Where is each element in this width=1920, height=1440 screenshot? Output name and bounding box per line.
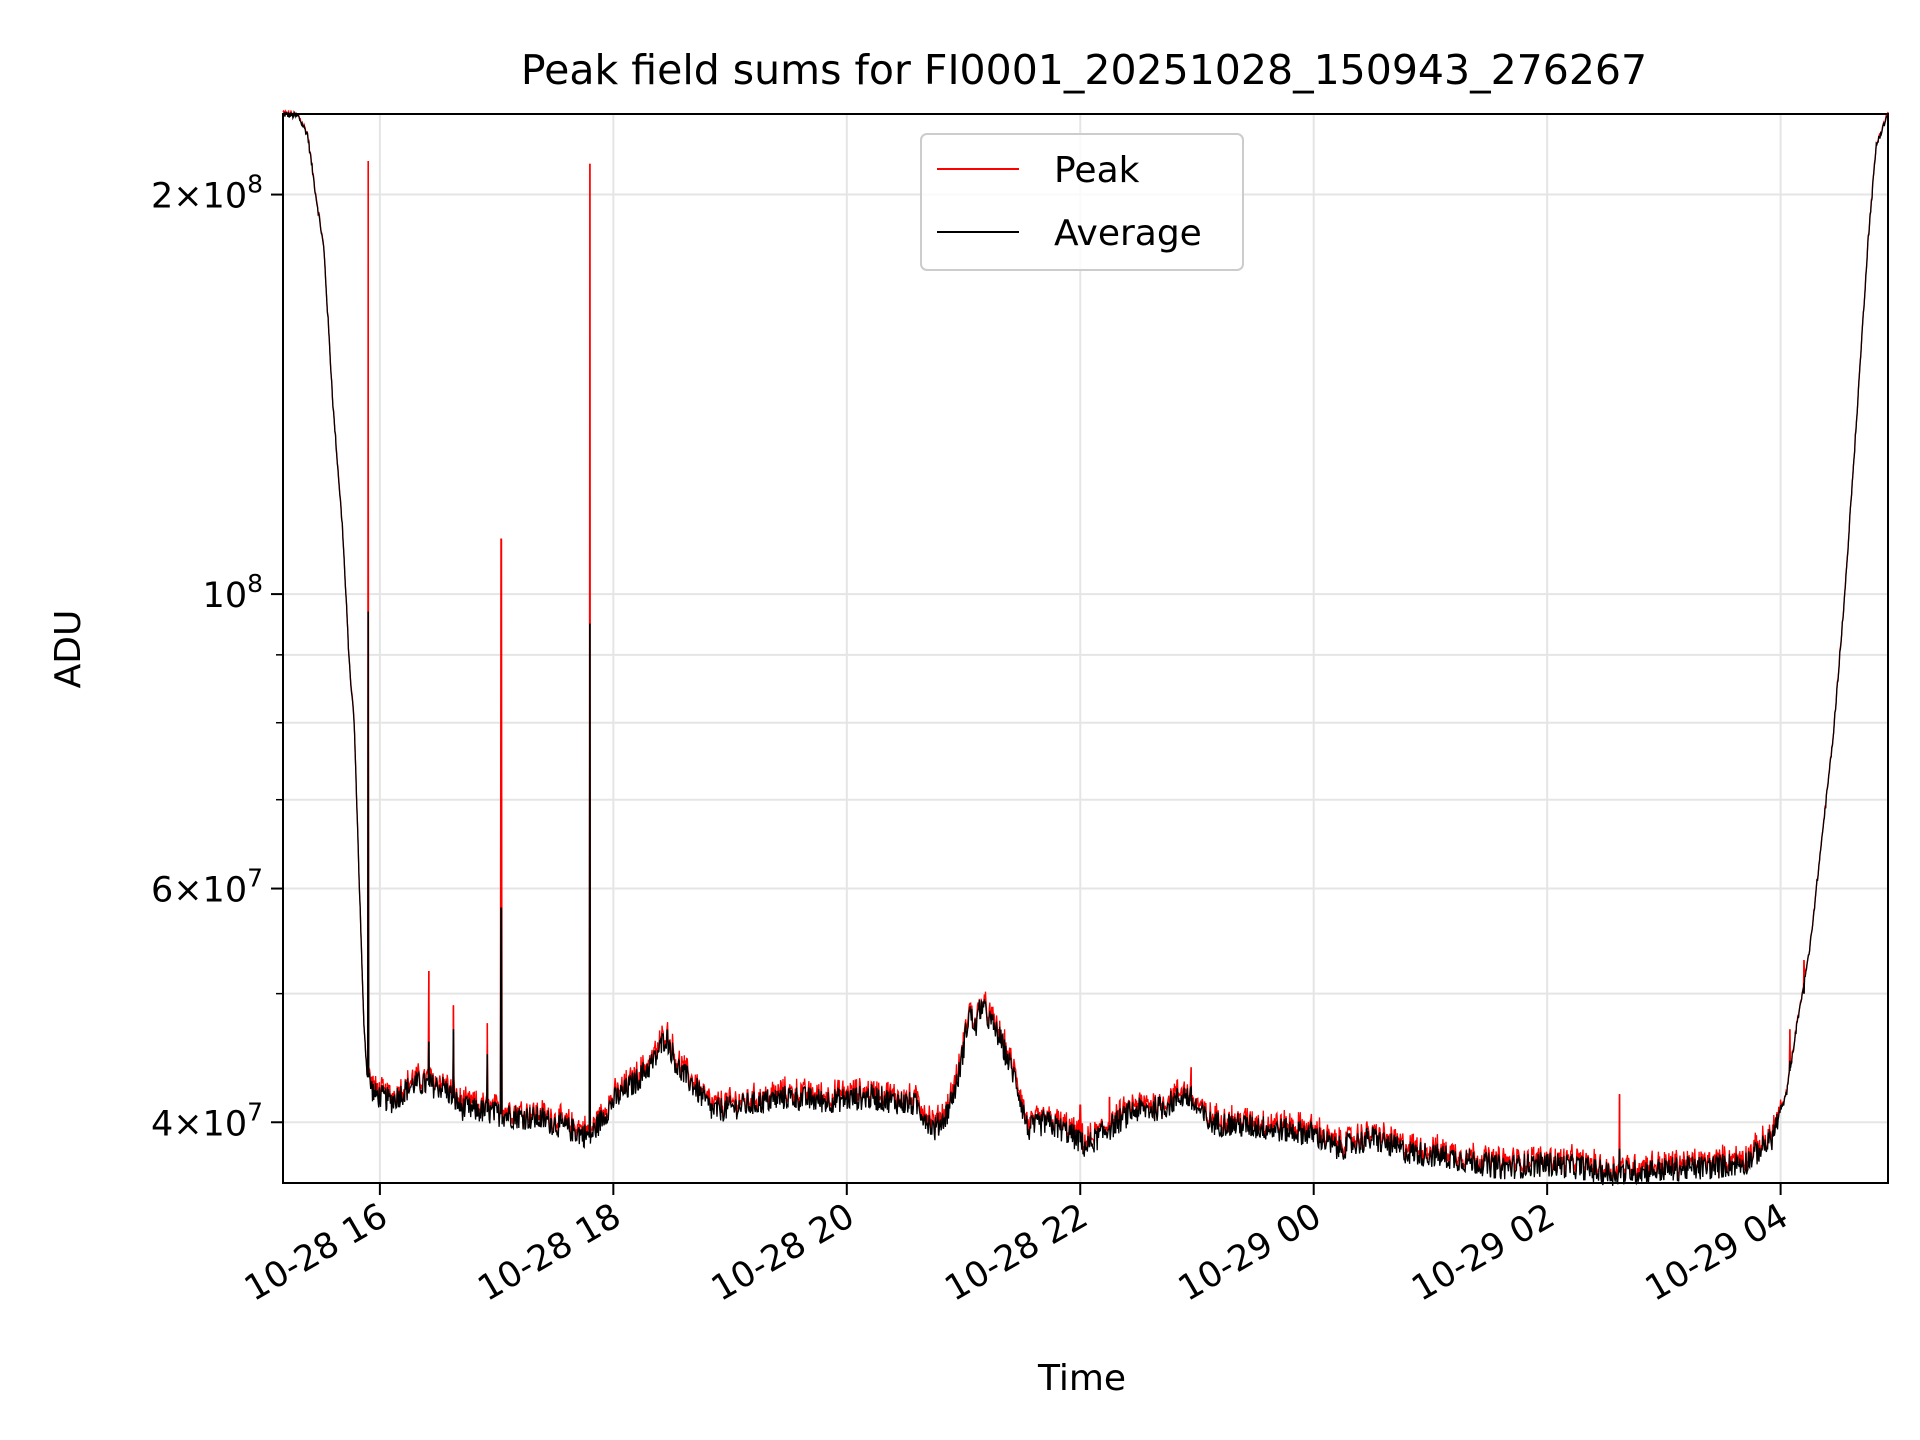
y-axis-ticks: 4×107 6×107 108 2×108 — [151, 170, 283, 1144]
y-tick-label: 108 — [203, 569, 263, 616]
y-tick-label: 2×108 — [151, 170, 263, 217]
plot-frame — [282, 113, 1889, 1184]
legend-average-label: Average — [1054, 213, 1202, 254]
chart-title: Peak field sums for FI0001_20251028_1509… — [521, 46, 1647, 94]
average-series-line — [282, 110, 1889, 1186]
x-axis-label: Time — [1037, 1358, 1126, 1399]
average-series — [282, 110, 1889, 1186]
legend-peak-label: Peak — [1054, 150, 1140, 191]
y-tick-label: 6×107 — [151, 864, 263, 911]
legend: Peak Average — [920, 133, 1244, 271]
y-tick-label: 4×107 — [151, 1097, 263, 1144]
y-axis-label: ADU — [48, 610, 89, 689]
